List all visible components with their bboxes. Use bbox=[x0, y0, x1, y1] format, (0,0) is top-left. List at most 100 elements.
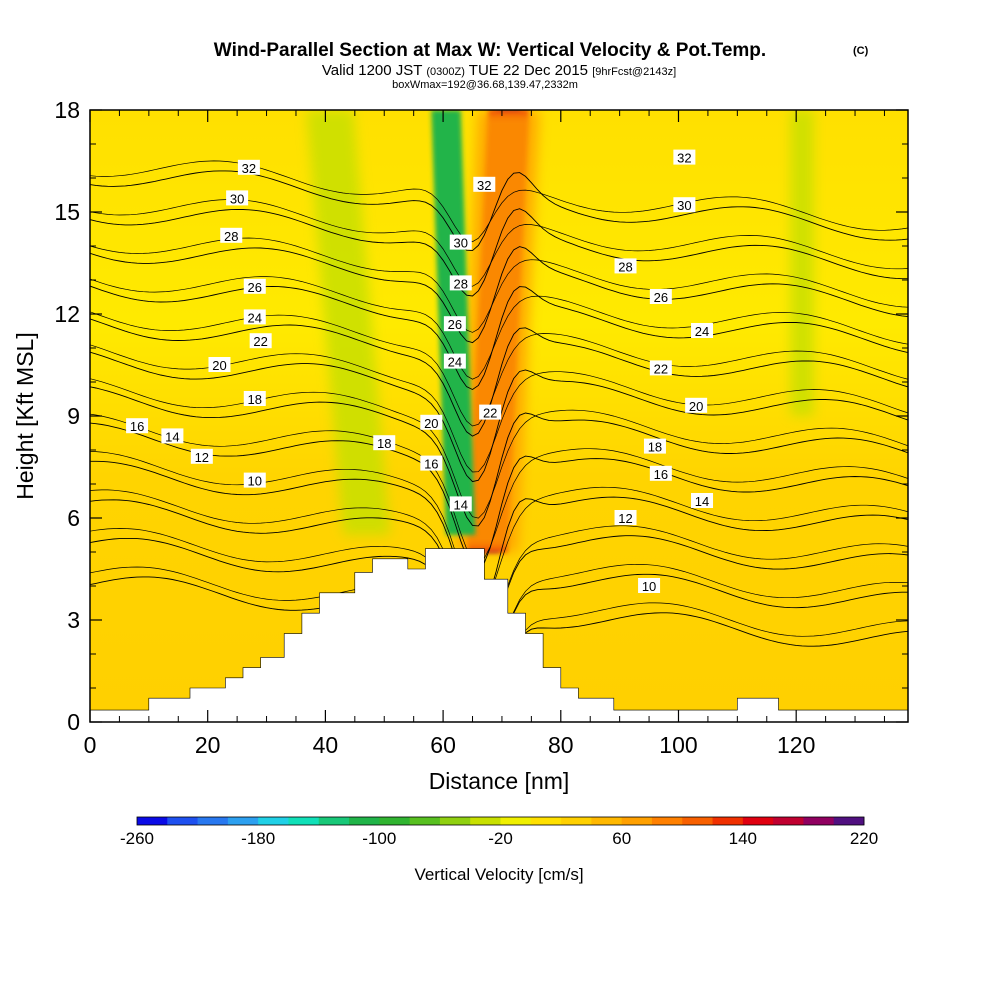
contour-label: 14 bbox=[695, 494, 709, 509]
contour-28 bbox=[90, 246, 908, 344]
contour-label: 26 bbox=[448, 317, 462, 332]
y-tick-label: 0 bbox=[67, 709, 80, 735]
plot-area: 32 30 28 26 24 22 20 18 16 14 12 10 32 30 28 26 24 22 20 18… bbox=[90, 110, 908, 722]
contour-labels: 32 30 28 26 24 22 20 18 16 14 12 10 32 30 28 26 24 22 20 18… bbox=[126, 149, 714, 594]
colorbar-swatch bbox=[561, 817, 592, 825]
axes: 0 20 40 60 80 100 120 0 3 6 9 12 15 18 bbox=[54, 97, 908, 758]
colorbar-tick-label: -260 bbox=[120, 829, 154, 848]
chart-title: Wind-Parallel Section at Max W: Vertical… bbox=[214, 40, 766, 61]
contour-label-bg bbox=[373, 435, 396, 451]
terrain bbox=[90, 548, 908, 722]
colorbar-tick-label: 140 bbox=[729, 829, 757, 848]
contour-label-bg bbox=[691, 323, 714, 338]
contour-label: 24 bbox=[248, 310, 262, 325]
contour-label-bg bbox=[126, 418, 149, 434]
colorbar-tick-label: -100 bbox=[362, 829, 396, 848]
contour-label: 14 bbox=[165, 429, 179, 444]
contour-label-bg bbox=[449, 496, 472, 512]
y-tick-label: 6 bbox=[67, 505, 80, 531]
contour-label: 28 bbox=[224, 229, 238, 244]
contour-label: 22 bbox=[654, 361, 668, 376]
contour-label: 32 bbox=[242, 161, 256, 176]
colorbar-swatch bbox=[409, 817, 441, 825]
colorbar-swatch bbox=[621, 817, 653, 825]
colorbar-swatch bbox=[712, 817, 744, 825]
contour-label-bg bbox=[449, 275, 472, 291]
contour-label-bg bbox=[479, 404, 502, 420]
contour-label: 24 bbox=[695, 324, 709, 339]
contour-label: 32 bbox=[477, 178, 491, 193]
x-tick-label: 40 bbox=[313, 732, 339, 758]
contour-label-bg bbox=[691, 493, 714, 508]
contour-label: 12 bbox=[195, 450, 209, 465]
contour-label: 28 bbox=[454, 276, 468, 291]
contour-label: 30 bbox=[230, 191, 244, 206]
contour-label: 10 bbox=[248, 474, 262, 489]
contour-24-mid bbox=[90, 311, 908, 427]
contour-label-bg bbox=[190, 448, 213, 464]
colorbar-swatch bbox=[470, 817, 501, 825]
x-tick-label: 0 bbox=[84, 732, 97, 758]
y-tick-label: 18 bbox=[54, 97, 80, 123]
contour-24 bbox=[90, 318, 908, 437]
contour-label: 12 bbox=[618, 511, 632, 526]
contour-32 bbox=[90, 170, 908, 252]
contour-18-mid bbox=[90, 413, 908, 564]
contour-label: 14 bbox=[454, 497, 468, 512]
velocity-band-5 bbox=[790, 110, 814, 416]
contour-label: 16 bbox=[130, 419, 144, 434]
colorbar-swatch bbox=[591, 817, 623, 825]
y-tick-label: 15 bbox=[54, 199, 80, 225]
colorbar-tick-label: -20 bbox=[488, 829, 513, 848]
colorbar-swatch bbox=[137, 817, 168, 825]
colorbar-swatch bbox=[500, 817, 532, 825]
colorbar-swatch bbox=[197, 817, 229, 825]
colorbar-swatch bbox=[439, 817, 471, 825]
contour-label: 20 bbox=[689, 399, 703, 414]
contour-label-bg bbox=[643, 438, 666, 454]
contour-label: 20 bbox=[424, 416, 438, 431]
colorbar-swatch bbox=[349, 817, 380, 825]
contour-26 bbox=[90, 285, 908, 391]
contour-label-bg bbox=[243, 391, 266, 406]
colorbar-swatch bbox=[833, 817, 865, 825]
contour-20-mid bbox=[90, 378, 908, 519]
contour-label-bg bbox=[673, 149, 696, 165]
colorbar-swatch bbox=[288, 817, 320, 825]
x-tick-label: 20 bbox=[195, 732, 221, 758]
colorbar-swatch bbox=[651, 817, 683, 825]
contour-26-mid bbox=[90, 276, 908, 380]
contour-label-bg bbox=[614, 258, 637, 274]
colorbar-swatch bbox=[258, 817, 289, 825]
velocity-band-4 bbox=[306, 110, 391, 535]
colorbar-frame bbox=[136, 816, 865, 826]
contour-label-bg bbox=[420, 455, 443, 471]
contour-20 bbox=[90, 386, 908, 527]
contour-label-bg bbox=[226, 190, 249, 206]
contour-label-bg bbox=[208, 357, 231, 372]
colorbar-tick-label: -180 bbox=[241, 829, 275, 848]
colorbar-swatch bbox=[167, 817, 198, 825]
contour-label-bg bbox=[243, 278, 266, 294]
contour-label-bg bbox=[220, 227, 243, 243]
copyright-mark: (C) bbox=[853, 45, 869, 57]
contour-label-bg bbox=[237, 159, 260, 175]
contour-label-bg bbox=[649, 289, 672, 304]
colorbar-tick-label: 220 bbox=[850, 829, 878, 848]
contour-label-bg bbox=[420, 414, 443, 430]
x-tick-label: 60 bbox=[430, 732, 456, 758]
contour-label: 26 bbox=[654, 290, 668, 305]
contour-label-bg bbox=[649, 360, 672, 376]
contour-label: 20 bbox=[212, 358, 226, 373]
contour-label: 10 bbox=[642, 579, 656, 594]
contour-label-bg bbox=[443, 353, 466, 369]
colorbar-swatch bbox=[682, 817, 713, 825]
contour-label: 16 bbox=[654, 467, 668, 482]
contour-32-mid bbox=[90, 160, 908, 243]
contour-label: 30 bbox=[454, 236, 468, 251]
contour-label-bg bbox=[473, 176, 496, 192]
colorbar-label: Vertical Velocity [cm/s] bbox=[414, 865, 583, 884]
x-tick-label: 80 bbox=[548, 732, 574, 758]
contour-label: 32 bbox=[677, 151, 691, 166]
chart-subtitle: Valid 1200 JST (0300Z) TUE 22 Dec 2015 [… bbox=[322, 62, 676, 79]
